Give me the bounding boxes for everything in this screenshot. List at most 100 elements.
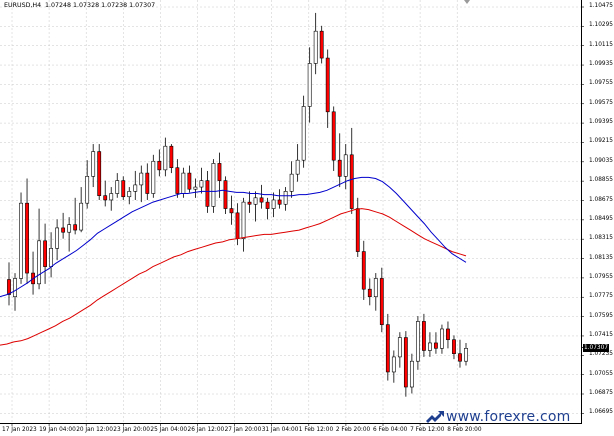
bull-candle — [115, 180, 120, 194]
fast-moving-average-line — [0, 176, 467, 298]
y-axis-label: 1.09755 — [589, 80, 613, 87]
bull-candle — [55, 227, 60, 249]
bull-candle — [109, 193, 114, 201]
bear-candle — [103, 195, 108, 201]
bear-candle — [458, 353, 462, 362]
bear-candle — [337, 159, 342, 177]
x-axis-label: 2 Feb 20:00 — [335, 427, 371, 433]
bull-candle — [301, 106, 306, 161]
bear-candle — [223, 180, 228, 209]
bull-candle — [241, 201, 246, 239]
triangle-down-icon[interactable] — [464, 0, 470, 4]
y-axis-label: 1.09035 — [589, 157, 613, 164]
bull-candle — [464, 348, 468, 362]
candles — [7, 12, 468, 397]
y-axis-label: 1.08135 — [589, 254, 613, 261]
bear-candle — [205, 180, 210, 207]
bear-candle — [331, 111, 336, 161]
bull-candle — [199, 180, 204, 188]
y-axis-label: 1.06695 — [589, 409, 613, 416]
y-axis-label: 1.10475 — [589, 3, 613, 9]
bull-candle — [313, 30, 318, 64]
y-axis-label: 1.09395 — [589, 119, 613, 126]
bull-candle — [253, 197, 258, 205]
bear-candle — [73, 224, 78, 231]
slow-moving-average-line — [0, 208, 467, 346]
bear-candle — [61, 227, 66, 233]
bear-candle — [403, 337, 408, 388]
axis-ticks — [11, 6, 584, 426]
current-price-tag: 1.07307 — [583, 344, 609, 352]
bull-candle — [139, 172, 144, 186]
bull-candle — [271, 199, 276, 209]
x-axis-label: 26 Jan 12:00 — [187, 427, 225, 433]
bull-candle — [343, 154, 348, 177]
bull-candle — [163, 145, 168, 171]
x-axis-label: 27 Jan 20:00 — [224, 427, 262, 433]
bear-candle — [367, 288, 372, 298]
y-axis-label: 1.08495 — [589, 215, 613, 222]
bull-candle — [127, 191, 132, 198]
bull-candle — [193, 186, 198, 190]
bear-candle — [277, 199, 282, 205]
bear-candle — [157, 160, 162, 171]
bear-candle — [247, 201, 252, 205]
bull-candle — [440, 328, 444, 349]
y-axis-label: 1.08855 — [589, 177, 613, 184]
y-axis-label: 1.09575 — [589, 99, 613, 106]
y-axis-label: 1.07415 — [589, 331, 613, 338]
bear-candle — [259, 197, 264, 203]
bear-candle — [379, 278, 384, 325]
bull-candle — [211, 163, 216, 207]
x-axis-label: 8 Feb 20:00 — [447, 427, 482, 433]
x-axis-label: 7 Feb 12:00 — [410, 427, 445, 433]
bear-candle — [265, 201, 270, 209]
bull-candle — [79, 202, 84, 231]
bear-candle — [434, 342, 438, 349]
bear-candle — [229, 208, 234, 214]
bear-candle — [452, 339, 456, 354]
y-axis-label: 1.07955 — [589, 273, 613, 280]
y-axis-label: 1.07235 — [589, 351, 613, 358]
bull-candle — [133, 184, 138, 192]
x-axis-label: 23 Jan 20:00 — [113, 427, 151, 433]
bear-candle — [235, 212, 240, 239]
watermark-text: www.forexre.com — [446, 409, 571, 425]
bear-candle — [97, 151, 102, 196]
bear-candle — [349, 154, 354, 209]
ohlc-readout: 1.07248 1.07328 1.07238 1.07307 — [45, 2, 156, 9]
x-axis-label: 1 Feb 12:00 — [298, 427, 334, 433]
bear-candle — [385, 324, 390, 373]
bear-candle — [187, 172, 192, 190]
x-axis-label: 31 Jan 04:00 — [261, 427, 299, 433]
y-axis-label: 1.10295 — [589, 22, 613, 29]
bear-candle — [121, 180, 126, 198]
bear-candle — [319, 30, 324, 59]
bull-candle — [85, 176, 90, 204]
y-axis-label: 1.07595 — [589, 312, 613, 319]
bull-candle — [283, 191, 288, 205]
symbol-timeframe-label: EURUSD,H4 — [4, 2, 42, 9]
bear-candle — [169, 145, 174, 169]
bear-candle — [145, 172, 150, 194]
y-axis-label: 1.07775 — [589, 293, 613, 300]
bear-candle — [25, 202, 29, 274]
bear-candle — [175, 167, 180, 194]
bull-candle — [67, 224, 72, 233]
bull-candle — [49, 248, 53, 267]
plot-area[interactable] — [0, 0, 582, 424]
y-axis-label: 1.06875 — [589, 390, 613, 396]
x-axis-label: 17 Jan 2023 — [2, 427, 37, 433]
bull-candle — [373, 278, 378, 298]
x-axis-label: 20 Jan 12:00 — [76, 427, 113, 433]
bull-candle — [289, 173, 294, 192]
bull-candle — [19, 202, 23, 279]
y-axis-label: 1.10115 — [589, 41, 613, 48]
forexre-logo-icon — [426, 411, 444, 423]
bull-candle — [391, 356, 396, 373]
bull-candle — [415, 321, 420, 362]
grid-lines — [0, 0, 581, 423]
bear-candle — [422, 321, 426, 351]
